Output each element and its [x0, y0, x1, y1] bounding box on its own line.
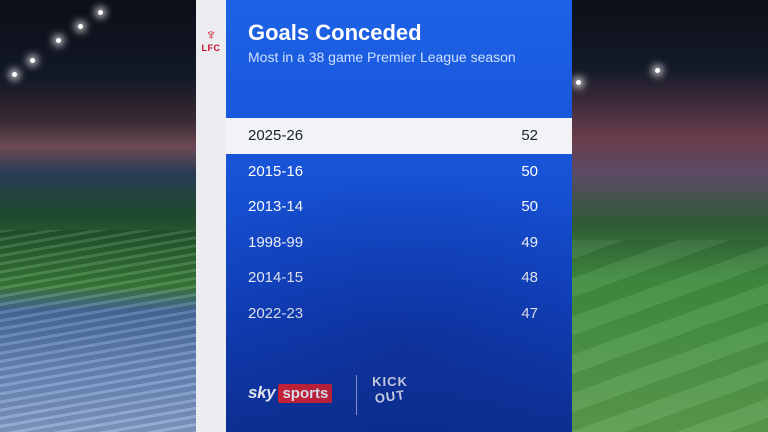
floodlight [12, 72, 17, 77]
logo-divider [356, 375, 357, 415]
table-row: 2014-15 48 [226, 260, 572, 296]
season-label: 2022-23 [248, 304, 304, 322]
season-label: 2014-15 [248, 269, 304, 287]
table-row: 2025-26 52 [226, 118, 572, 154]
sports-badge: sports [278, 383, 333, 403]
pitch [572, 240, 768, 432]
crest-label: LFC [201, 43, 221, 53]
floodlight [78, 24, 83, 29]
season-label: 2025-26 [248, 127, 304, 145]
floodlight [655, 68, 660, 73]
table-row: 2022-23 47 [226, 296, 572, 332]
floodlight [576, 80, 581, 85]
floodlight [30, 58, 35, 63]
sky-wordmark: sky [248, 383, 276, 402]
table-row: 1998-99 49 [226, 225, 572, 261]
goals-value: 49 [521, 233, 538, 251]
goals-value: 48 [521, 269, 538, 287]
goals-value: 47 [521, 304, 538, 322]
stats-panel: Goals Conceded Most in a 38 game Premier… [226, 0, 572, 432]
kick-out-line2: OUT [373, 386, 407, 407]
stats-table: 2025-26 52 2015-16 50 2013-14 50 1998-99… [226, 118, 572, 331]
kick-out-line1: KICK [372, 374, 408, 389]
stadium-right [572, 0, 768, 432]
liver-bird-icon: ♆ [205, 27, 217, 44]
lfc-crest-icon: ♆ LFC [200, 28, 222, 54]
season-label: 1998-99 [248, 233, 304, 251]
crest-strip: ♆ LFC [196, 0, 226, 432]
panel-title: Goals Conceded [248, 20, 422, 45]
goals-value: 50 [521, 162, 538, 180]
branding-footer: sky sports KICK OUT [226, 362, 572, 422]
panel-subtitle: Most in a 38 game Premier League season [248, 49, 516, 65]
goals-value: 52 [521, 127, 538, 145]
floodlight [56, 38, 61, 43]
goals-value: 50 [521, 198, 538, 216]
kick-out-logo: KICK OUT [370, 374, 410, 416]
table-row: 2013-14 50 [226, 189, 572, 225]
season-label: 2013-14 [248, 198, 304, 216]
sky-sports-logo: sky sports [248, 383, 333, 403]
stadium-left [0, 0, 196, 432]
stand-seats [0, 230, 196, 432]
season-label: 2015-16 [248, 162, 304, 180]
floodlight [98, 10, 103, 15]
table-row: 2015-16 50 [226, 154, 572, 190]
